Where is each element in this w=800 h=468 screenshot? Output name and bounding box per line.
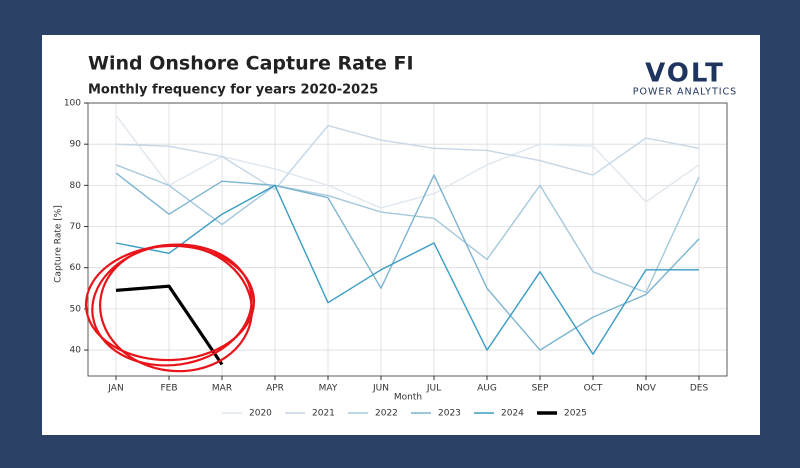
series-line [115, 114, 700, 209]
y-tick-label: 100 [64, 99, 81, 109]
card [42, 35, 760, 435]
series-line [115, 164, 700, 294]
chart-title: Wind Onshore Capture Rate FI [88, 53, 414, 75]
x-tick-label: NOV [636, 384, 657, 394]
x-tick-label: JUN [372, 384, 389, 394]
logo-name: VOLT [645, 59, 725, 89]
y-tick-label: 90 [70, 140, 82, 150]
x-tick-label: SEP [532, 384, 549, 394]
legend-label: 2024 [501, 409, 524, 419]
legend-label: 2025 [564, 409, 587, 419]
legend-label: 2022 [375, 409, 398, 419]
x-tick-label: JAN [107, 384, 123, 394]
logo-tagline: POWER ANALYTICS [633, 87, 737, 98]
y-axis-label: Capture Rate [%] [54, 205, 64, 283]
series-line [115, 284, 224, 366]
x-tick-label: FEB [160, 384, 177, 394]
chart-subtitle: Monthly frequency for years 2020-2025 [88, 83, 378, 98]
series-line [115, 172, 700, 351]
annotation-circle [84, 243, 256, 373]
y-tick-label: 70 [70, 222, 82, 232]
x-tick-label: MAY [319, 384, 338, 394]
plot: 40 50 60 70 80 90 100 JAN FEB MAR APR MAY JUN JUL AUG S… [64, 99, 728, 419]
x-axis-label: Month [394, 393, 422, 403]
x-tick-label: AUG [477, 384, 497, 394]
x-tick-label: DES [690, 384, 709, 394]
y-tick-label: 60 [70, 263, 82, 273]
x-tick-label: JUL [426, 384, 441, 394]
legend-label: 2023 [438, 409, 461, 419]
legend-label: 2021 [312, 409, 335, 419]
y-tick-label: 80 [70, 181, 82, 191]
series-line [115, 184, 699, 355]
plot-frame [87, 102, 728, 377]
y-tick-label: 50 [70, 304, 82, 314]
x-tick-label: OCT [584, 384, 603, 394]
x-tick-label: APR [266, 384, 284, 394]
legend-label: 2020 [249, 409, 272, 419]
series-line [115, 124, 700, 191]
y-tick-label: 40 [70, 346, 82, 356]
x-tick-label: MAR [212, 384, 232, 394]
